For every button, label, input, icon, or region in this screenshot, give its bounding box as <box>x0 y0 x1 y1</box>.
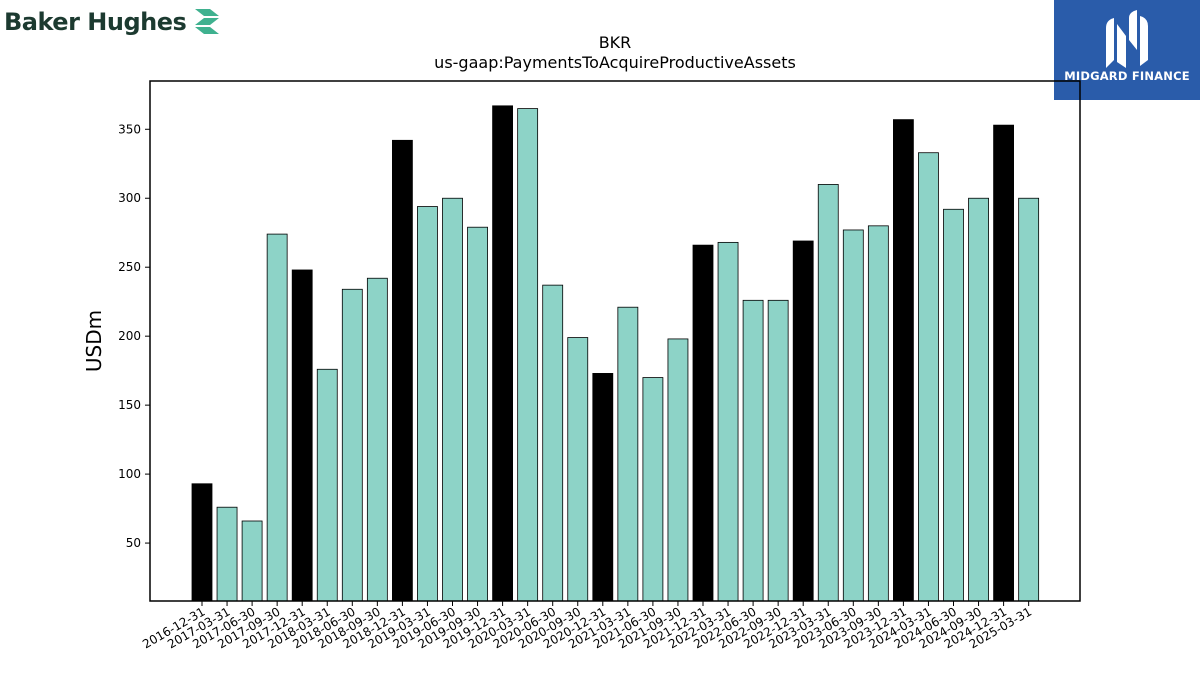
y-tick-label: 150 <box>118 398 141 412</box>
bar-2016-12-31 <box>191 483 213 602</box>
bar-2018-03-31 <box>316 368 338 602</box>
baker-hughes-wordmark: Baker Hughes <box>4 8 187 36</box>
bar-2017-03-31 <box>216 506 238 602</box>
bar-2018-12-31 <box>391 139 413 602</box>
y-tick-label: 50 <box>126 536 141 550</box>
chart-title: BKR <box>599 33 632 52</box>
bar-2023-06-30 <box>842 229 864 602</box>
y-tick-label: 300 <box>118 191 141 205</box>
y-tick-label: 100 <box>118 467 141 481</box>
x-axis-ticks: 2016-12-312017-03-312017-06-302017-09-30… <box>140 601 1034 651</box>
bar-2023-09-30 <box>867 225 889 602</box>
plot-frame <box>149 80 1081 602</box>
y-axis-ticks: 50 100 150 200 250 300 350 <box>118 122 150 550</box>
bar-2024-12-31 <box>993 124 1014 602</box>
bar-2024-03-31 <box>918 152 939 602</box>
bar-2017-09-30 <box>266 233 288 602</box>
bar-2019-09-30 <box>467 226 488 602</box>
bar-2020-12-31 <box>592 373 614 602</box>
baker-hughes-chevron-icon <box>195 9 220 34</box>
midgard-finance-wordmark: MIDGARD FINANCE <box>1064 69 1190 83</box>
bar-2017-12-31 <box>291 269 313 602</box>
y-tick-label: 350 <box>118 122 141 136</box>
midgard-finance-logo: MIDGARD FINANCE <box>1054 0 1200 100</box>
bar-2019-03-31 <box>417 206 438 602</box>
bar-2021-09-30 <box>667 338 689 602</box>
bar-2025-03-31 <box>1018 197 1040 602</box>
bar-2021-12-31 <box>692 244 714 602</box>
bar-2024-06-30 <box>943 208 964 602</box>
bar-2021-03-31 <box>617 306 639 602</box>
bar-2022-03-31 <box>717 241 739 602</box>
bar-2020-06-30 <box>542 284 564 602</box>
y-tick-label: 200 <box>118 329 141 343</box>
bar-2024-09-30 <box>968 197 989 602</box>
bar-2019-12-31 <box>492 105 514 602</box>
chart-subtitle: us-gaap:PaymentsToAcquireProductiveAsset… <box>434 53 796 72</box>
bar-2023-12-31 <box>893 119 914 602</box>
bar-2022-09-30 <box>767 299 789 602</box>
bar-2021-06-30 <box>642 377 664 602</box>
bar-2017-06-30 <box>241 520 263 602</box>
bar-2020-09-30 <box>567 337 589 602</box>
midgard-m-icon <box>1106 10 1148 68</box>
bar-2023-03-31 <box>817 184 839 602</box>
y-axis-label: USDm <box>82 310 106 372</box>
bar-2019-06-30 <box>442 197 463 602</box>
y-tick-label: 250 <box>118 260 141 274</box>
baker-hughes-logo: Baker Hughes <box>4 4 222 40</box>
bar-2018-09-30 <box>366 277 388 602</box>
bar-2018-06-30 <box>341 288 363 602</box>
bar-2022-06-30 <box>742 299 764 602</box>
bar-2022-12-31 <box>792 240 814 602</box>
bars-group <box>191 105 1040 602</box>
bar-2020-03-31 <box>517 108 539 602</box>
